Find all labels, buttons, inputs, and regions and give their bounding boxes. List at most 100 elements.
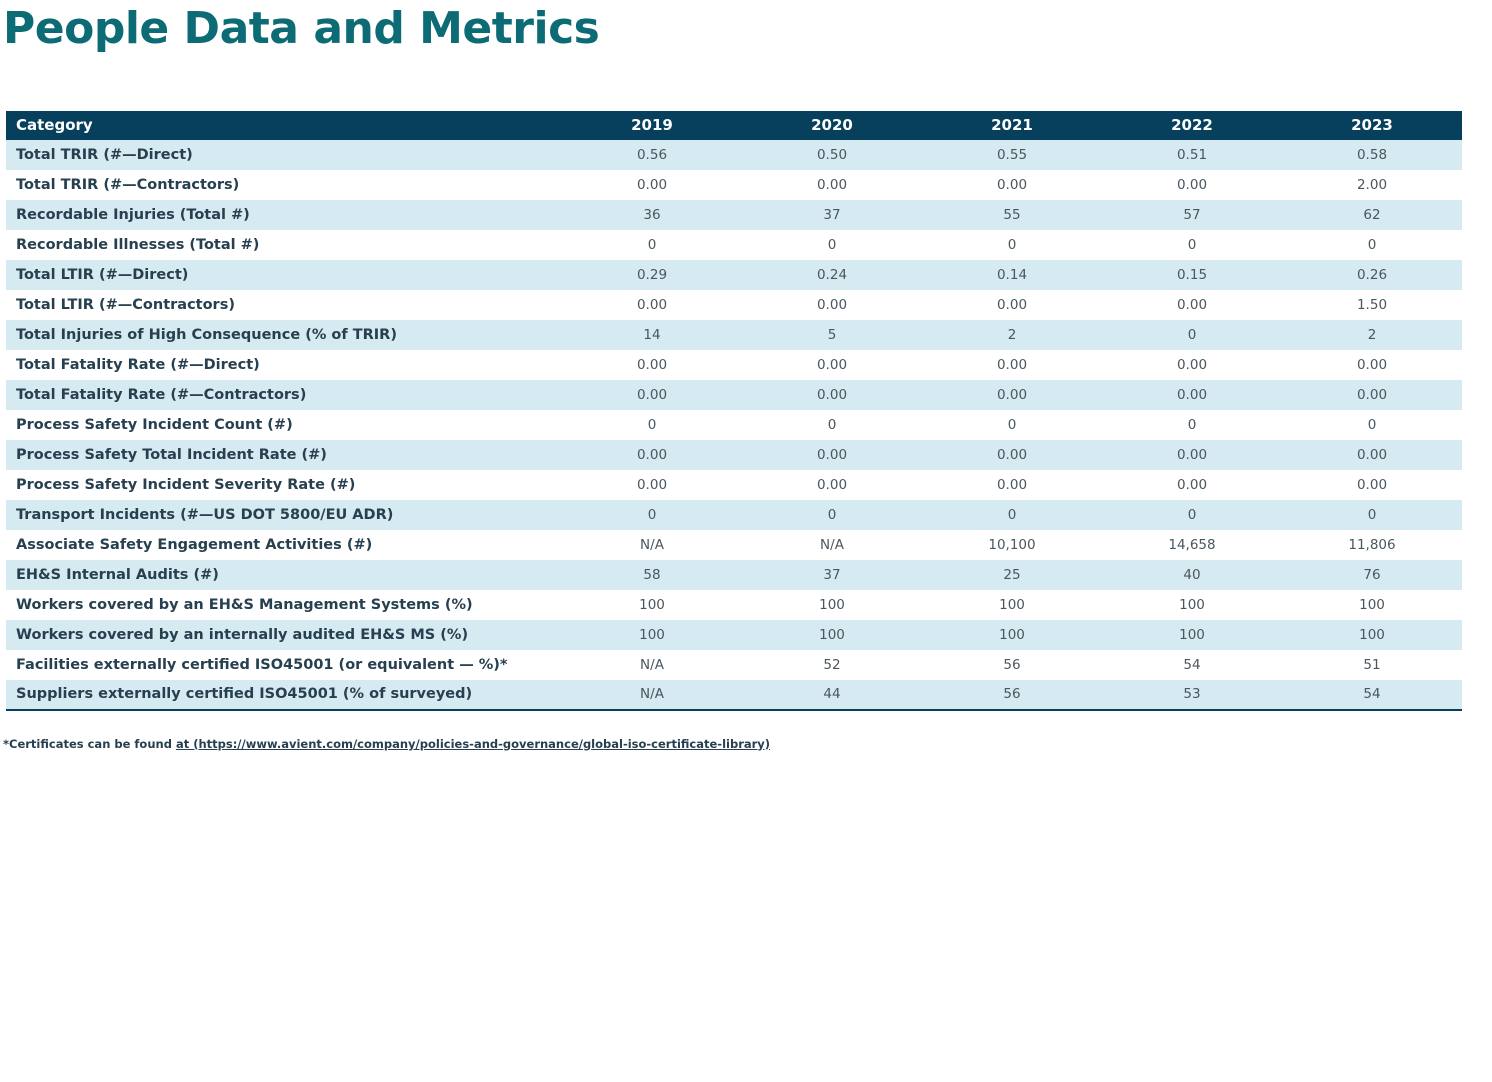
cell-value: 0.14	[996, 266, 1028, 283]
row-label: EH&S Internal Audits (#)	[16, 566, 219, 583]
cell-value: 0	[1187, 506, 1197, 523]
table-row: Total Injuries of High Consequence (% of…	[6, 319, 1462, 350]
table-row: Total Fatality Rate (#—Direct) 0.00 0.00 0.…	[6, 349, 1462, 380]
cell-value: 0.50	[816, 146, 848, 163]
table-body: Total TRIR (#—Direct) 0.56 0.50 0.55 0.51 0.5…	[6, 139, 1462, 710]
cell-value: 14	[643, 326, 661, 343]
row-label: Process Safety Total Incident Rate (#)	[16, 446, 327, 463]
cell-value: 0	[647, 506, 657, 523]
cell-value: 100	[639, 626, 665, 643]
footnote-link[interactable]: at (https://www.avient.com/company/polic…	[175, 736, 771, 751]
cell-value: 0.24	[816, 266, 848, 283]
cell-value: N/A	[640, 656, 664, 673]
cell-value: 0.58	[1356, 146, 1388, 163]
row-label: Total Fatality Rate (#—Contractors)	[16, 386, 307, 403]
cell-value: 0.00	[996, 386, 1028, 403]
cell-value: 100	[999, 626, 1025, 643]
cell-value: 53	[1183, 686, 1201, 703]
cell-value: 100	[1179, 596, 1205, 613]
cell-value: 62	[1363, 206, 1381, 223]
row-label: Total TRIR (#—Contractors)	[16, 176, 240, 193]
cell-value: 0.00	[1176, 356, 1208, 373]
cell-value: 54	[1183, 656, 1201, 673]
cell-value: 0.00	[816, 476, 848, 493]
cell-value: 0.00	[1176, 176, 1208, 193]
table-row: Suppliers externally certified ISO45001 …	[6, 679, 1462, 710]
row-label: Facilities externally certified ISO45001…	[16, 656, 508, 673]
cell-value: 2	[1007, 326, 1017, 343]
cell-value: 0.00	[636, 176, 668, 193]
cell-value: 100	[819, 596, 845, 613]
row-label: Total Fatality Rate (#—Direct)	[16, 356, 260, 373]
cell-value: N/A	[640, 536, 664, 553]
cell-value: 0	[827, 236, 837, 253]
cell-value: 76	[1363, 566, 1381, 583]
cell-value: 0.51	[1176, 146, 1208, 163]
cell-value: 100	[1179, 626, 1205, 643]
cell-value: 37	[823, 566, 841, 583]
cell-value: 0.00	[816, 446, 848, 463]
cell-value: 0.00	[1176, 476, 1208, 493]
cell-value: 0.15	[1176, 266, 1208, 283]
cell-value: 0.00	[636, 386, 668, 403]
cell-value: 56	[1003, 656, 1021, 673]
table-row: Total Fatality Rate (#—Contractors) 0.00 0…	[6, 379, 1462, 410]
cell-value: 1.50	[1356, 296, 1388, 313]
cell-value: 55	[1003, 206, 1021, 223]
column-header-category: Category	[6, 110, 562, 140]
cell-value: 0	[1367, 236, 1377, 253]
cell-value: 0.00	[1356, 446, 1388, 463]
cell-value: 0	[1367, 506, 1377, 523]
cell-value: 0.00	[636, 296, 668, 313]
cell-value: 0.00	[816, 176, 848, 193]
cell-value: 0.00	[996, 446, 1028, 463]
table-row: Recordable Illnesses (Total #) 0 0 0 0 0	[6, 229, 1462, 260]
row-label: Workers covered by an internally audited…	[16, 626, 469, 643]
cell-value: 0	[1187, 326, 1197, 343]
table-row: Process Safety Incident Count (#) 0 0 0 0 0	[6, 409, 1462, 440]
column-header-year-2021: 2021	[922, 110, 1102, 140]
row-label: Recordable Injuries (Total #)	[16, 206, 250, 223]
cell-value: 54	[1363, 686, 1381, 703]
cell-value: 100	[819, 626, 845, 643]
cell-value: 0	[1367, 416, 1377, 433]
cell-value: 10,100	[988, 536, 1036, 553]
cell-value: 0.00	[996, 296, 1028, 313]
column-header-year-2023: 2023	[1282, 110, 1462, 140]
cell-value: 0.00	[816, 356, 848, 373]
cell-value: 0.00	[636, 446, 668, 463]
cell-value: 0.00	[1356, 356, 1388, 373]
cell-value: 56	[1003, 686, 1021, 703]
table-row: Total LTIR (#—Contractors) 0.00 0.00 0.00 0.…	[6, 289, 1462, 320]
cell-value: 0	[827, 416, 837, 433]
cell-value: 100	[1359, 626, 1385, 643]
table-row: Total LTIR (#—Direct) 0.29 0.24 0.14 0.15 0.2…	[6, 259, 1462, 290]
cell-value: 100	[1359, 596, 1385, 613]
table-row: Process Safety Incident Severity Rate (#…	[6, 469, 1462, 500]
cell-value: 57	[1183, 206, 1201, 223]
table-row: Associate Safety Engagement Activities (…	[6, 529, 1462, 560]
cell-value: 0.56	[636, 146, 668, 163]
row-label: Suppliers externally certified ISO45001 …	[16, 686, 473, 703]
cell-value: 44	[823, 686, 841, 703]
cell-value: 40	[1183, 566, 1201, 583]
cell-value: 25	[1003, 566, 1021, 583]
cell-value: 0.00	[996, 176, 1028, 193]
row-label: Process Safety Incident Severity Rate (#…	[16, 476, 356, 493]
cell-value: 0.00	[1176, 296, 1208, 313]
cell-value: 0.00	[1176, 446, 1208, 463]
table-row: Process Safety Total Incident Rate (#) 0.…	[6, 439, 1462, 470]
table-row: Transport Incidents (#—US DOT 5800/EU AD…	[6, 499, 1462, 530]
column-header-year-2022: 2022	[1102, 110, 1282, 140]
cell-value: 100	[639, 596, 665, 613]
cell-value: 0.00	[816, 386, 848, 403]
cell-value: 0	[1007, 506, 1017, 523]
cell-value: 0.00	[636, 356, 668, 373]
row-label: Process Safety Incident Count (#)	[16, 416, 293, 433]
cell-value: 52	[823, 656, 841, 673]
row-label: Total Injuries of High Consequence (% of…	[16, 326, 397, 343]
cell-value: 0.00	[996, 476, 1028, 493]
table-row: Workers covered by an EH&S Management Sy…	[6, 589, 1462, 620]
cell-value: 0	[1187, 236, 1197, 253]
row-label: Total LTIR (#—Direct)	[16, 266, 189, 283]
